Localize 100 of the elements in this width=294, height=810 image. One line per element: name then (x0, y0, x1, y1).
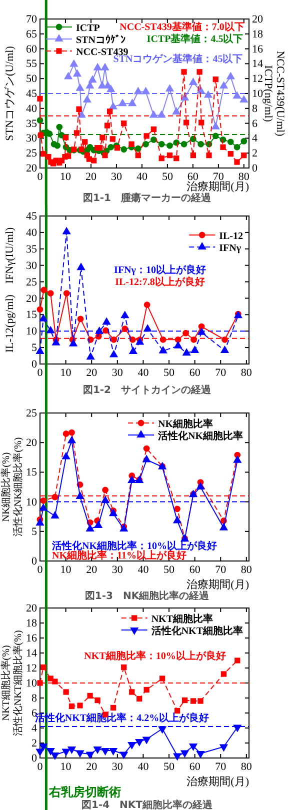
y-tick-label: 6 (32, 708, 38, 720)
x-tick-label: 80 (240, 564, 252, 576)
y-tick-label: 0 (32, 358, 38, 371)
x-tick-label: 10 (60, 564, 72, 576)
y2-tick-label: 16 (252, 43, 264, 56)
legend-label: IL-12 (219, 231, 243, 242)
y-axis-title: STNコウゲン(U/ml) (4, 46, 16, 141)
y2-tick-label: 6 (252, 118, 258, 130)
x-tick-label: 10 (60, 170, 72, 183)
legend-label: STNコｳｹﾞﾝ (76, 34, 126, 46)
y-tick-label: 5 (32, 342, 38, 354)
y-tick-label: 10 (26, 678, 38, 690)
y2-tick-label: 4 (252, 132, 258, 145)
y-axis-title: IL-12(pg/ml) IFNγ(IU/ml) (4, 227, 16, 353)
x-tick-label: 50 (164, 366, 176, 379)
ref-line-label: 右乳房切断術 (48, 785, 122, 799)
x-tick-label: 30 (112, 564, 124, 576)
y-tick-label: 60 (26, 43, 38, 56)
x-tick-label: 50 (164, 760, 176, 773)
y-tick-label: 2 (32, 738, 37, 750)
y-tick-label: 15 (26, 309, 38, 322)
x-tick-label: 20 (85, 170, 97, 183)
y-tick-label: 20 (26, 162, 38, 175)
x-tick-label: 10 (60, 760, 72, 773)
y-tick-label: 18 (26, 618, 38, 630)
text: 図1-2 サイトカインの経過 (82, 384, 212, 396)
x-tick-label: 80 (238, 170, 250, 183)
legend-label: IFNγ (219, 243, 242, 254)
y-tick-label: 20 (26, 602, 38, 615)
y-axis-title: NKT細胞比率(%) 活性化NKT細胞比率(%) (0, 630, 24, 736)
y-tick-label: 25 (26, 408, 38, 420)
y2-tick-label: 20 (252, 14, 264, 26)
y2-tick-label: 14 (252, 58, 264, 70)
y-tick-label: 14 (26, 648, 38, 660)
legend-label: 活性化NK細胞比率 (157, 430, 243, 442)
legend-label: NKT細胞比率 (151, 613, 213, 625)
x-tick-label: 40 (136, 170, 148, 183)
y-tick-label: 35 (26, 243, 38, 256)
x-tick-label: 70 (215, 760, 227, 773)
y2-tick-label: 10 (252, 88, 264, 100)
y-tick-label: 8 (32, 692, 38, 705)
x-axis-title: 治療期間(月) (186, 180, 250, 193)
y-tick-label: 65 (26, 28, 38, 40)
x-tick-label: 80 (240, 760, 252, 773)
ref-line-label: IL-12:7.8以上が良好 (115, 276, 205, 288)
y-tick-label: 25 (26, 148, 38, 160)
x-tick-label: 60 (189, 564, 201, 576)
y-tick-label: 30 (26, 260, 38, 272)
y-tick-label: 10 (26, 326, 38, 338)
y-tick-label: 25 (26, 276, 38, 288)
y-tick-label: 0 (32, 752, 38, 765)
legend-label: NK細胞比率 (158, 418, 213, 430)
y-tick-label: 20 (26, 437, 38, 450)
y-tick-label: 20 (26, 292, 38, 305)
y-tick-label: 0 (32, 556, 38, 568)
legend-label: ICTP (76, 23, 100, 34)
y-tick-label: 45 (26, 88, 38, 100)
x-tick-label: 50 (162, 170, 174, 183)
x-tick-label: 70 (215, 564, 227, 576)
y-tick-label: 55 (26, 58, 38, 70)
x-tick-label: 40 (138, 760, 150, 773)
y2-tick-label: 0 (252, 162, 258, 175)
y-tick-label: 40 (26, 102, 38, 115)
y-tick-label: 40 (26, 226, 38, 239)
y-tick-label: 35 (26, 118, 38, 130)
x-tick-label: 30 (110, 170, 122, 183)
x-tick-label: 30 (112, 760, 124, 773)
x-tick-label: 70 (215, 366, 227, 379)
x-tick-label: 60 (189, 366, 201, 379)
x-tick-label: 80 (240, 366, 252, 379)
x-tick-label: 20 (86, 366, 98, 379)
y-tick-label: 70 (26, 14, 38, 26)
y-tick-label: 45 (26, 210, 38, 223)
x-tick-label: 20 (86, 760, 98, 773)
y-axis-title: NK細胞比率(%) 活性化NK細胞比率(%) (0, 437, 24, 537)
y-tick-label: 10 (26, 496, 38, 508)
y2-tick-label: 2 (252, 148, 258, 160)
ref-line-label: NK細胞比率：11%以上が良好 (52, 550, 186, 562)
legend-label: 活性化NKT細胞比率 (150, 625, 243, 637)
x-tick-label: 20 (86, 564, 98, 576)
ref-line-label: NKT細胞比率：10%以上が良好 (84, 650, 226, 662)
y2-axis-title: NCC-ST439(U/ml) ICTP(ng/ml) (262, 50, 286, 137)
text: 図1-1 腫瘍マーカーの経過 (82, 192, 212, 204)
x-tick-label: 60 (189, 760, 201, 773)
ref-line-label: IFNγ：10以上が良好 (114, 264, 206, 276)
x-tick-label: 30 (112, 366, 124, 379)
text: 図1-4 NKT細胞比率の経過 (81, 799, 214, 810)
y-tick-label: 50 (26, 73, 38, 86)
ref-line-label: ICTP基準値：4.5以下 (146, 33, 244, 45)
y-tick-label: 15 (26, 466, 38, 479)
y2-tick-label: 12 (252, 73, 263, 86)
y-tick-label: 4 (32, 722, 38, 735)
x-tick-label: 50 (164, 564, 176, 576)
x-tick-label: 40 (138, 564, 150, 576)
y-tick-label: 30 (26, 132, 38, 145)
x-axis-title: 治療期間(月) (186, 578, 250, 591)
y2-tick-label: 8 (252, 102, 258, 115)
y-tick-label: 12 (26, 662, 37, 675)
x-tick-label: 10 (60, 366, 72, 379)
x-tick-label: 40 (138, 366, 150, 379)
